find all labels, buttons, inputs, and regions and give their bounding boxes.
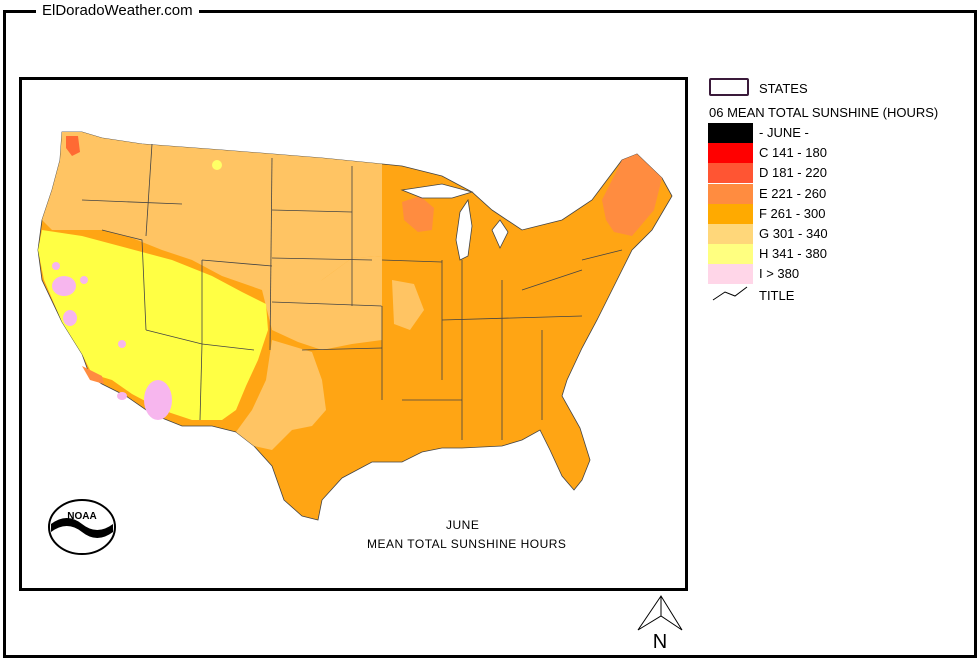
zone-i-8 bbox=[212, 160, 222, 170]
north-arrow-icon: N bbox=[637, 595, 683, 653]
zone-e-wisconsin bbox=[402, 196, 434, 232]
zone-g-northwest bbox=[42, 132, 382, 300]
us-sunshine-map bbox=[37, 131, 673, 521]
legend-item-label: I > 380 bbox=[759, 266, 800, 282]
noaa-logo-text: NOAA bbox=[67, 511, 96, 522]
legend-swatch bbox=[708, 264, 753, 285]
state-borders bbox=[81, 143, 623, 440]
legend-swatch bbox=[708, 183, 753, 204]
legend-item-label: C 141 - 180 bbox=[759, 145, 827, 161]
north-letter: N bbox=[653, 631, 667, 653]
legend-item-label: F 261 - 300 bbox=[759, 205, 826, 221]
legend-title-row: TITLE bbox=[707, 285, 977, 307]
legend-states-row: STATES bbox=[707, 78, 977, 100]
legend-heading: 06 MEAN TOTAL SUNSHINE (HOURS) bbox=[709, 105, 939, 120]
legend-item: H 341 - 380 bbox=[707, 244, 977, 265]
lake-michigan bbox=[455, 198, 473, 261]
legend-item-label: - JUNE - bbox=[759, 125, 809, 140]
legend-title-label: TITLE bbox=[759, 287, 795, 303]
map-caption-title: MEAN TOTAL SUNSHINE HOURS bbox=[367, 537, 567, 551]
page-frame bbox=[3, 10, 977, 658]
site-title[interactable]: ElDoradoWeather.com bbox=[36, 2, 199, 19]
map-panel: NOAA JUNE MEAN TOTAL SUNSHINE HOURS bbox=[19, 77, 688, 591]
legend-item-label: E 221 - 260 bbox=[759, 185, 827, 201]
zone-e-coast-west bbox=[82, 366, 104, 384]
lake-huron bbox=[491, 219, 509, 249]
legend-states-label: STATES bbox=[759, 81, 808, 96]
legend-swatch bbox=[708, 163, 753, 184]
zone-e-washington bbox=[66, 136, 80, 156]
legend-states-swatch bbox=[709, 78, 749, 96]
legend-items: - JUNE - C 141 - 180 D 181 - 220 E 221 - 26… bbox=[707, 123, 977, 285]
zone-g-texas-west bbox=[236, 340, 326, 450]
legend-item: C 141 - 180 bbox=[707, 143, 977, 164]
zone-i-1 bbox=[52, 276, 76, 296]
legend-swatch bbox=[708, 244, 753, 265]
zone-i-7 bbox=[118, 340, 126, 348]
legend-item: F 261 - 300 bbox=[707, 203, 977, 224]
zone-g-florida-bit bbox=[392, 280, 424, 330]
legend-item: G 301 - 340 bbox=[707, 223, 977, 244]
zone-i-4 bbox=[52, 262, 60, 270]
legend-item-label: H 341 - 380 bbox=[759, 246, 827, 262]
title-line-icon bbox=[712, 286, 748, 300]
legend-swatch bbox=[708, 203, 753, 224]
noaa-logo: NOAA bbox=[47, 498, 117, 556]
zone-i-2 bbox=[63, 310, 77, 326]
north-arrow: N bbox=[636, 594, 686, 654]
zone-h-southwest bbox=[38, 230, 268, 420]
zone-i-5 bbox=[144, 380, 172, 420]
map-caption-month: JUNE bbox=[446, 518, 480, 532]
zone-i-6 bbox=[117, 392, 127, 400]
legend-item-label: G 301 - 340 bbox=[759, 225, 828, 241]
zone-i-3 bbox=[80, 276, 88, 284]
zone-e-new-england bbox=[602, 154, 662, 236]
legend-swatch bbox=[708, 223, 753, 244]
legend-item: - JUNE - bbox=[707, 123, 977, 143]
legend-swatch bbox=[708, 123, 753, 143]
legend-item: D 181 - 220 bbox=[707, 163, 977, 184]
map-legend: STATES 06 MEAN TOTAL SUNSHINE (HOURS) - … bbox=[707, 78, 977, 307]
lake-superior bbox=[400, 183, 474, 199]
legend-item: I > 380 bbox=[707, 264, 977, 285]
legend-item-label: D 181 - 220 bbox=[759, 165, 827, 181]
legend-swatch bbox=[708, 143, 753, 164]
legend-item: E 221 - 260 bbox=[707, 183, 977, 204]
